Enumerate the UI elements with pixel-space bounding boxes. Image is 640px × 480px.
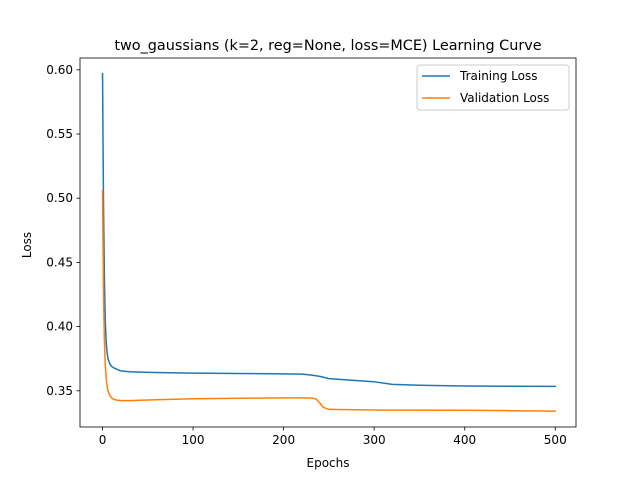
y-tick-label: 0.55	[46, 127, 73, 141]
series-line-1	[101, 72, 557, 388]
axes-frame	[79, 57, 577, 428]
y-tick-label: 0.40	[46, 320, 73, 334]
series-line-2	[101, 189, 557, 412]
x-tick-label: 200	[272, 433, 295, 447]
legend-label-1: Training Loss	[459, 69, 537, 83]
legend-label-2: Validation Loss	[460, 91, 549, 105]
x-tick-label: 500	[544, 433, 567, 447]
y-axis-label: Loss	[20, 232, 34, 258]
legend: Training Loss Validation Loss	[416, 64, 570, 111]
x-tick-label: 300	[363, 433, 386, 447]
legend-box	[416, 64, 570, 111]
x-tick-label: 100	[182, 433, 205, 447]
x-tick-label: 400	[453, 433, 476, 447]
y-tick-label: 0.35	[46, 384, 73, 398]
y-tick-label: 0.60	[46, 63, 73, 77]
chart-title: two_gaussians (k=2, reg=None, loss=MCE) …	[114, 38, 541, 54]
x-axis-label: Epochs	[307, 456, 350, 470]
y-tick-label: 0.50	[46, 191, 73, 205]
plot-area: 0 100 200 300 400 500 0.35 0.40 0.45 0.50 0.55 0.60	[46, 57, 577, 447]
x-tick-label: 0	[99, 433, 107, 447]
y-tick-label: 0.45	[46, 255, 73, 269]
